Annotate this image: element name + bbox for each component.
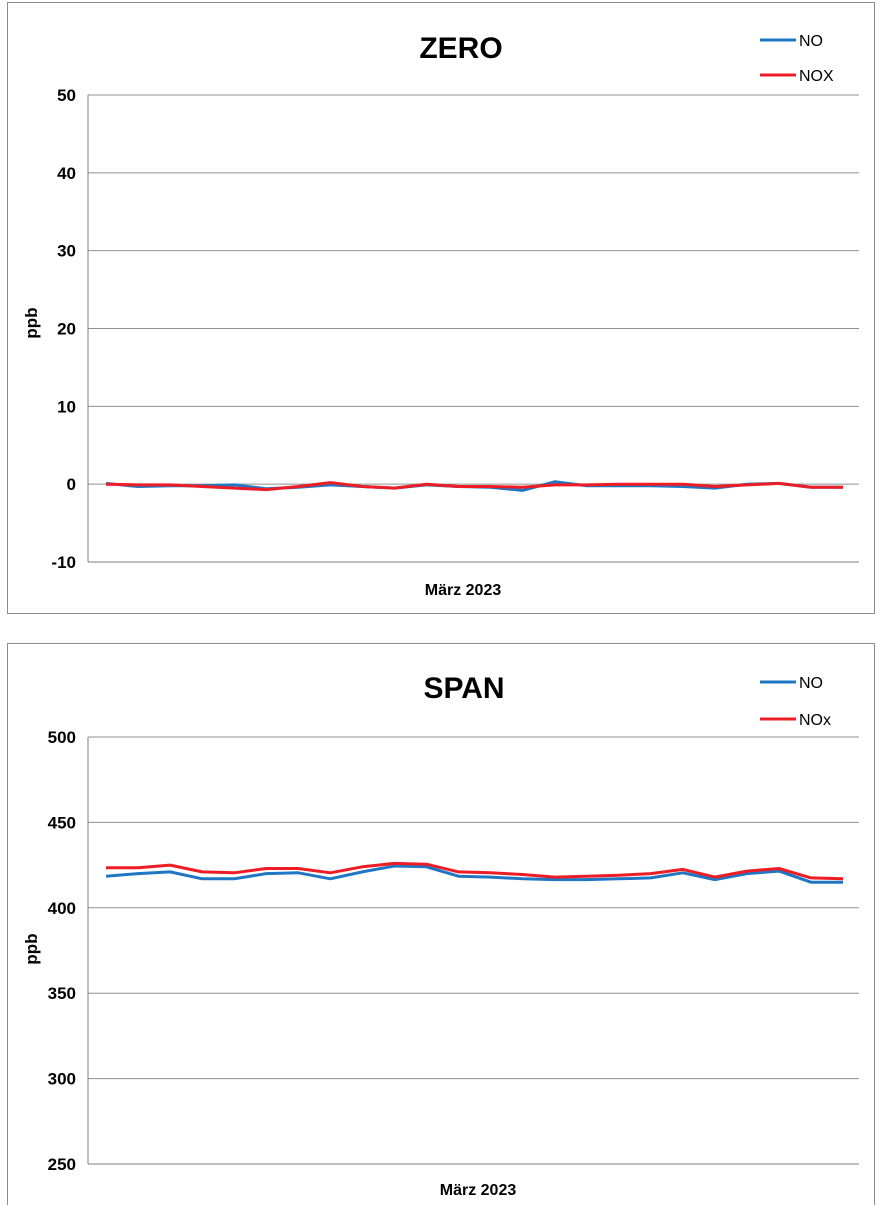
y-tick-label: 40 [57,164,76,183]
series-line-nox [105,481,843,492]
legend-label-nox: NOX [799,68,834,85]
y-tick-label: -10 [51,553,76,572]
y-axis-label: ppb [22,933,41,964]
series-line-no [105,864,843,884]
span-chart-svg: SPAN ppb März 2023 NO NOx 500 450 400 350 30… [22,672,859,1199]
x-axis-label: März 2023 [440,1182,517,1199]
y-tick-label: 50 [57,86,76,105]
chart-title: SPAN [423,672,504,705]
legend-label-no: NO [799,33,823,50]
y-tick-label: 450 [48,813,76,832]
series-line-nox [106,861,844,881]
y-tick-label: 10 [57,397,76,416]
y-tick-label: 30 [57,242,76,261]
y-tick-label: 250 [48,1155,76,1174]
legend-label-no: NO [799,675,823,692]
x-axis-label: März 2023 [425,582,502,599]
y-tick-label: 400 [48,899,76,918]
y-tick-label: 300 [48,1070,76,1089]
span-chart: SPAN ppb März 2023 NO NOx 500 450 400 350 30… [7,643,875,1205]
legend-label-nox: NOx [799,712,831,729]
legend: NO NOx [760,675,831,729]
zero-chart: ZERO ppb März 2023 NO NOX 50 40 30 20 10 0 -10 [7,2,875,614]
plot-area: 500 450 400 350 300 250 [48,728,859,1174]
y-tick-label: 500 [48,728,76,747]
y-tick-label: 20 [57,320,76,339]
legend: NO NOX [760,33,834,85]
y-tick-label: 350 [48,984,76,1003]
plot-area: 50 40 30 20 10 0 -10 [51,86,859,572]
y-tick-label: 0 [67,475,76,494]
chart-title: ZERO [419,32,502,65]
y-axis-label: ppb [22,307,41,338]
zero-chart-svg: ZERO ppb März 2023 NO NOX 50 40 30 20 10 0 -10 [22,32,859,599]
